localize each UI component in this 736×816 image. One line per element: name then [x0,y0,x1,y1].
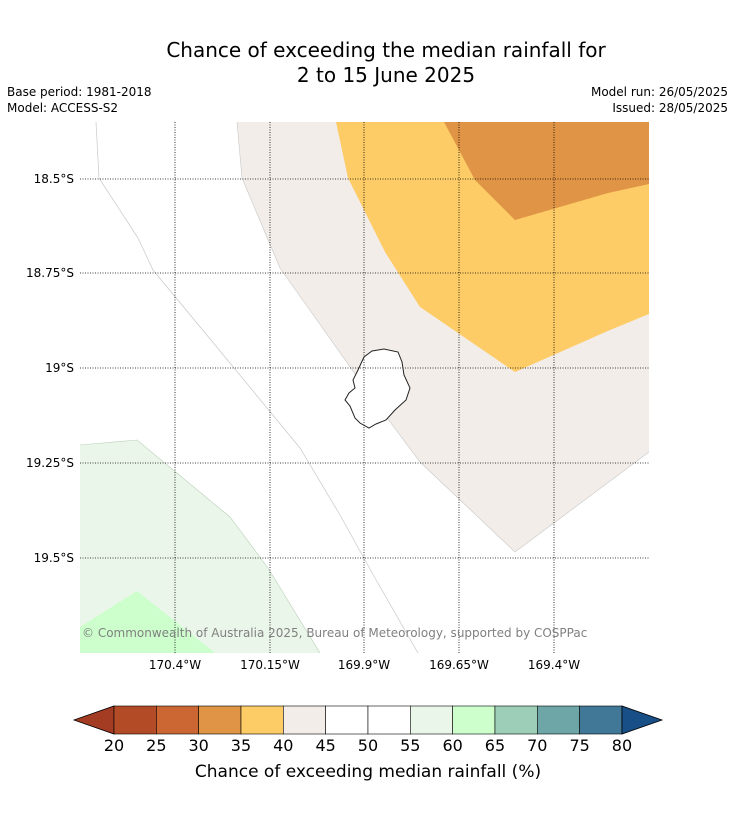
colorbar-tick-label: 35 [230,736,252,755]
colorbar-segment [156,705,199,735]
colorbar-tick-label: 55 [400,736,421,755]
lon-label-5: 169.4°W [527,658,581,672]
colorbar-tick-label: 30 [188,736,209,755]
title-line-2: 2 to 15 June 2025 [296,63,476,87]
colorbar-tick-label: 50 [357,736,379,755]
map-area [80,122,649,653]
colorbar-segment [325,705,369,735]
lat-label-4: 19.25°S [26,456,74,470]
colorbar-tick-label: 20 [103,736,125,755]
map-title: Chance of exceeding the median rainfall … [0,38,736,88]
contour-line-50 [95,122,419,653]
colorbar-segment [240,705,284,735]
colorbar [72,705,664,735]
colorbar-segment [536,705,580,735]
colorbar-tick-label: 80 [611,736,633,755]
niue-island-outline [344,348,411,429]
colorbar-segment [410,705,453,735]
lon-label-4: 169.65°W [429,658,489,672]
colorbar-segment [198,705,242,735]
copyright-notice: © Commonwealth of Australia 2025, Bureau… [82,626,587,640]
model-run: Model run: 26/05/2025 [590,85,728,99]
title-line-1: Chance of exceeding the median rainfall … [166,38,606,62]
lon-label-1: 170.4°W [148,658,202,672]
colorbar-tick-label: 40 [273,736,294,755]
colorbar-label: Chance of exceeding median rainfall (%) [194,762,542,782]
contour-line-55 [80,439,321,653]
graticule [80,122,649,653]
colorbar-extend-high [621,705,664,735]
lat-label-5: 19.5°S [33,551,74,565]
colorbar-tick-label: 65 [484,736,506,755]
colorbar-tick-label: 75 [569,736,590,755]
lat-label-3: 19°S [45,361,74,375]
colorbar-segment [283,705,326,735]
colorbar-segment [494,705,538,735]
meta-left: Base period: 1981-2018 Model: ACCESS-S2 [7,84,152,116]
lon-label-2: 170.15°W [240,658,300,672]
colorbar-tick-label: 70 [527,736,548,755]
colorbar-tick-label: 25 [146,736,167,755]
issued-date: Issued: 28/05/2025 [612,101,728,115]
colorbar-segment [113,705,157,735]
lon-label-3: 169.9°W [337,658,391,672]
colorbar-segment [452,705,496,735]
colorbar-segment [367,705,411,735]
lat-label-2: 18.75°S [26,266,74,280]
colorbar-tick-label: 60 [442,736,463,755]
lat-label-1: 18.5°S [33,172,74,186]
colorbar-extend-low [72,705,115,735]
model-name: Model: ACCESS-S2 [7,101,119,115]
colorbar-tick-label: 45 [315,736,336,755]
contour-band-60-65 [80,591,215,653]
meta-right: Model run: 26/05/2025 Issued: 28/05/2025 [591,84,728,116]
base-period: Base period: 1981-2018 [7,85,152,99]
contour-band-35-40 [444,122,649,220]
colorbar-segment [579,705,623,735]
